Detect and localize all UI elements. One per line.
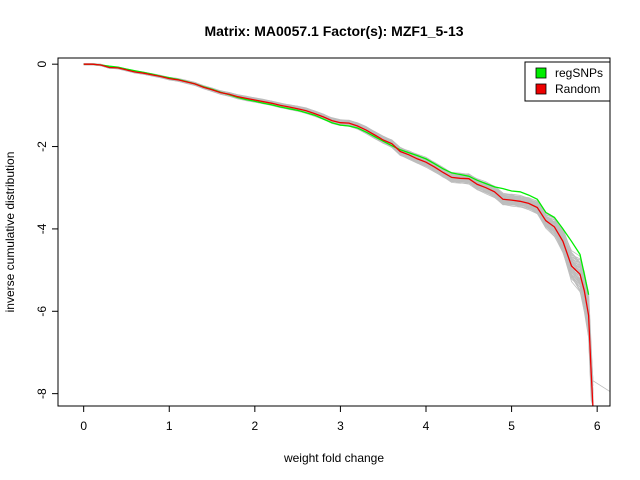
random-sim-line [83, 63, 594, 407]
legend-label-random: Random [555, 82, 600, 96]
random-sim-line [83, 63, 594, 407]
legend-label-regsnps: regSNPs [555, 66, 603, 80]
random-sim-line [83, 63, 594, 391]
random-sim-line [83, 63, 594, 406]
y-tick-label: -4 [35, 223, 49, 234]
x-tick-label: 4 [423, 419, 430, 433]
random-sim-line [83, 64, 594, 407]
random-sim-line [83, 63, 594, 386]
x-tick-label: 5 [508, 419, 515, 433]
random-sim-line [83, 64, 594, 407]
random-sim-line [83, 64, 594, 407]
random-sim-line [83, 64, 594, 407]
random-sim-line [83, 64, 594, 407]
random-sim-line [83, 63, 594, 407]
random-sim-line [83, 63, 594, 395]
x-tick-label: 2 [251, 419, 258, 433]
y-tick-label: -8 [35, 388, 49, 399]
series-line-random [83, 63, 594, 407]
x-tick-label: 1 [166, 419, 173, 433]
random-sim-line [83, 63, 594, 407]
random-sim-line [83, 64, 594, 407]
random-sim-line [83, 64, 594, 407]
y-tick-label: -2 [35, 141, 49, 152]
legend-swatch-regsnps [535, 67, 547, 79]
random-sim-line [83, 64, 594, 407]
random-sim-line [83, 63, 594, 398]
random-sim-line [83, 64, 594, 407]
random-sim-line [83, 64, 594, 407]
legend-swatch-random [535, 83, 547, 95]
y-axis-label: inverse cumulative distribution [3, 152, 17, 313]
random-sim-line [83, 63, 594, 404]
random-sim-line [83, 63, 594, 399]
random-sim-line [83, 63, 594, 386]
legend: regSNPs Random [524, 61, 611, 102]
x-tick-label: 3 [337, 419, 344, 433]
random-background-band [83, 62, 611, 407]
random-sim-line [83, 63, 594, 398]
x-tick-label: 0 [80, 419, 87, 433]
random-sim-line [83, 63, 594, 396]
random-sim-line [83, 63, 594, 392]
y-tick-label: 0 [35, 61, 49, 68]
random-sim-line [83, 63, 594, 403]
random-sim-line [83, 63, 594, 406]
series-line-regsnps [83, 63, 590, 295]
random-sim-line [83, 63, 594, 395]
plot-frame [57, 57, 611, 407]
random-sim-line [83, 62, 594, 391]
random-sim-line [83, 64, 594, 407]
random-sim-line [83, 63, 594, 403]
random-sim-line [83, 63, 594, 394]
random-sim-line [83, 63, 594, 383]
random-sim-line [83, 63, 594, 407]
random-sim-line [83, 63, 594, 407]
random-sim-line [83, 63, 594, 379]
axes: 0 1 2 3 4 5 6 0 -2 -4 -6 -8 [35, 57, 611, 433]
random-sim-line [83, 64, 594, 407]
series-layer [83, 63, 594, 407]
x-axis-label: weight fold change [283, 451, 384, 465]
random-sim-line [83, 63, 594, 407]
chart-title: Matrix: MA0057.1 Factor(s): MZF1_5-13 [204, 23, 463, 39]
random-sim-line [83, 64, 594, 407]
y-tick-label: -6 [35, 306, 49, 317]
random-sim-line [83, 63, 611, 392]
x-tick-label: 6 [594, 419, 601, 433]
